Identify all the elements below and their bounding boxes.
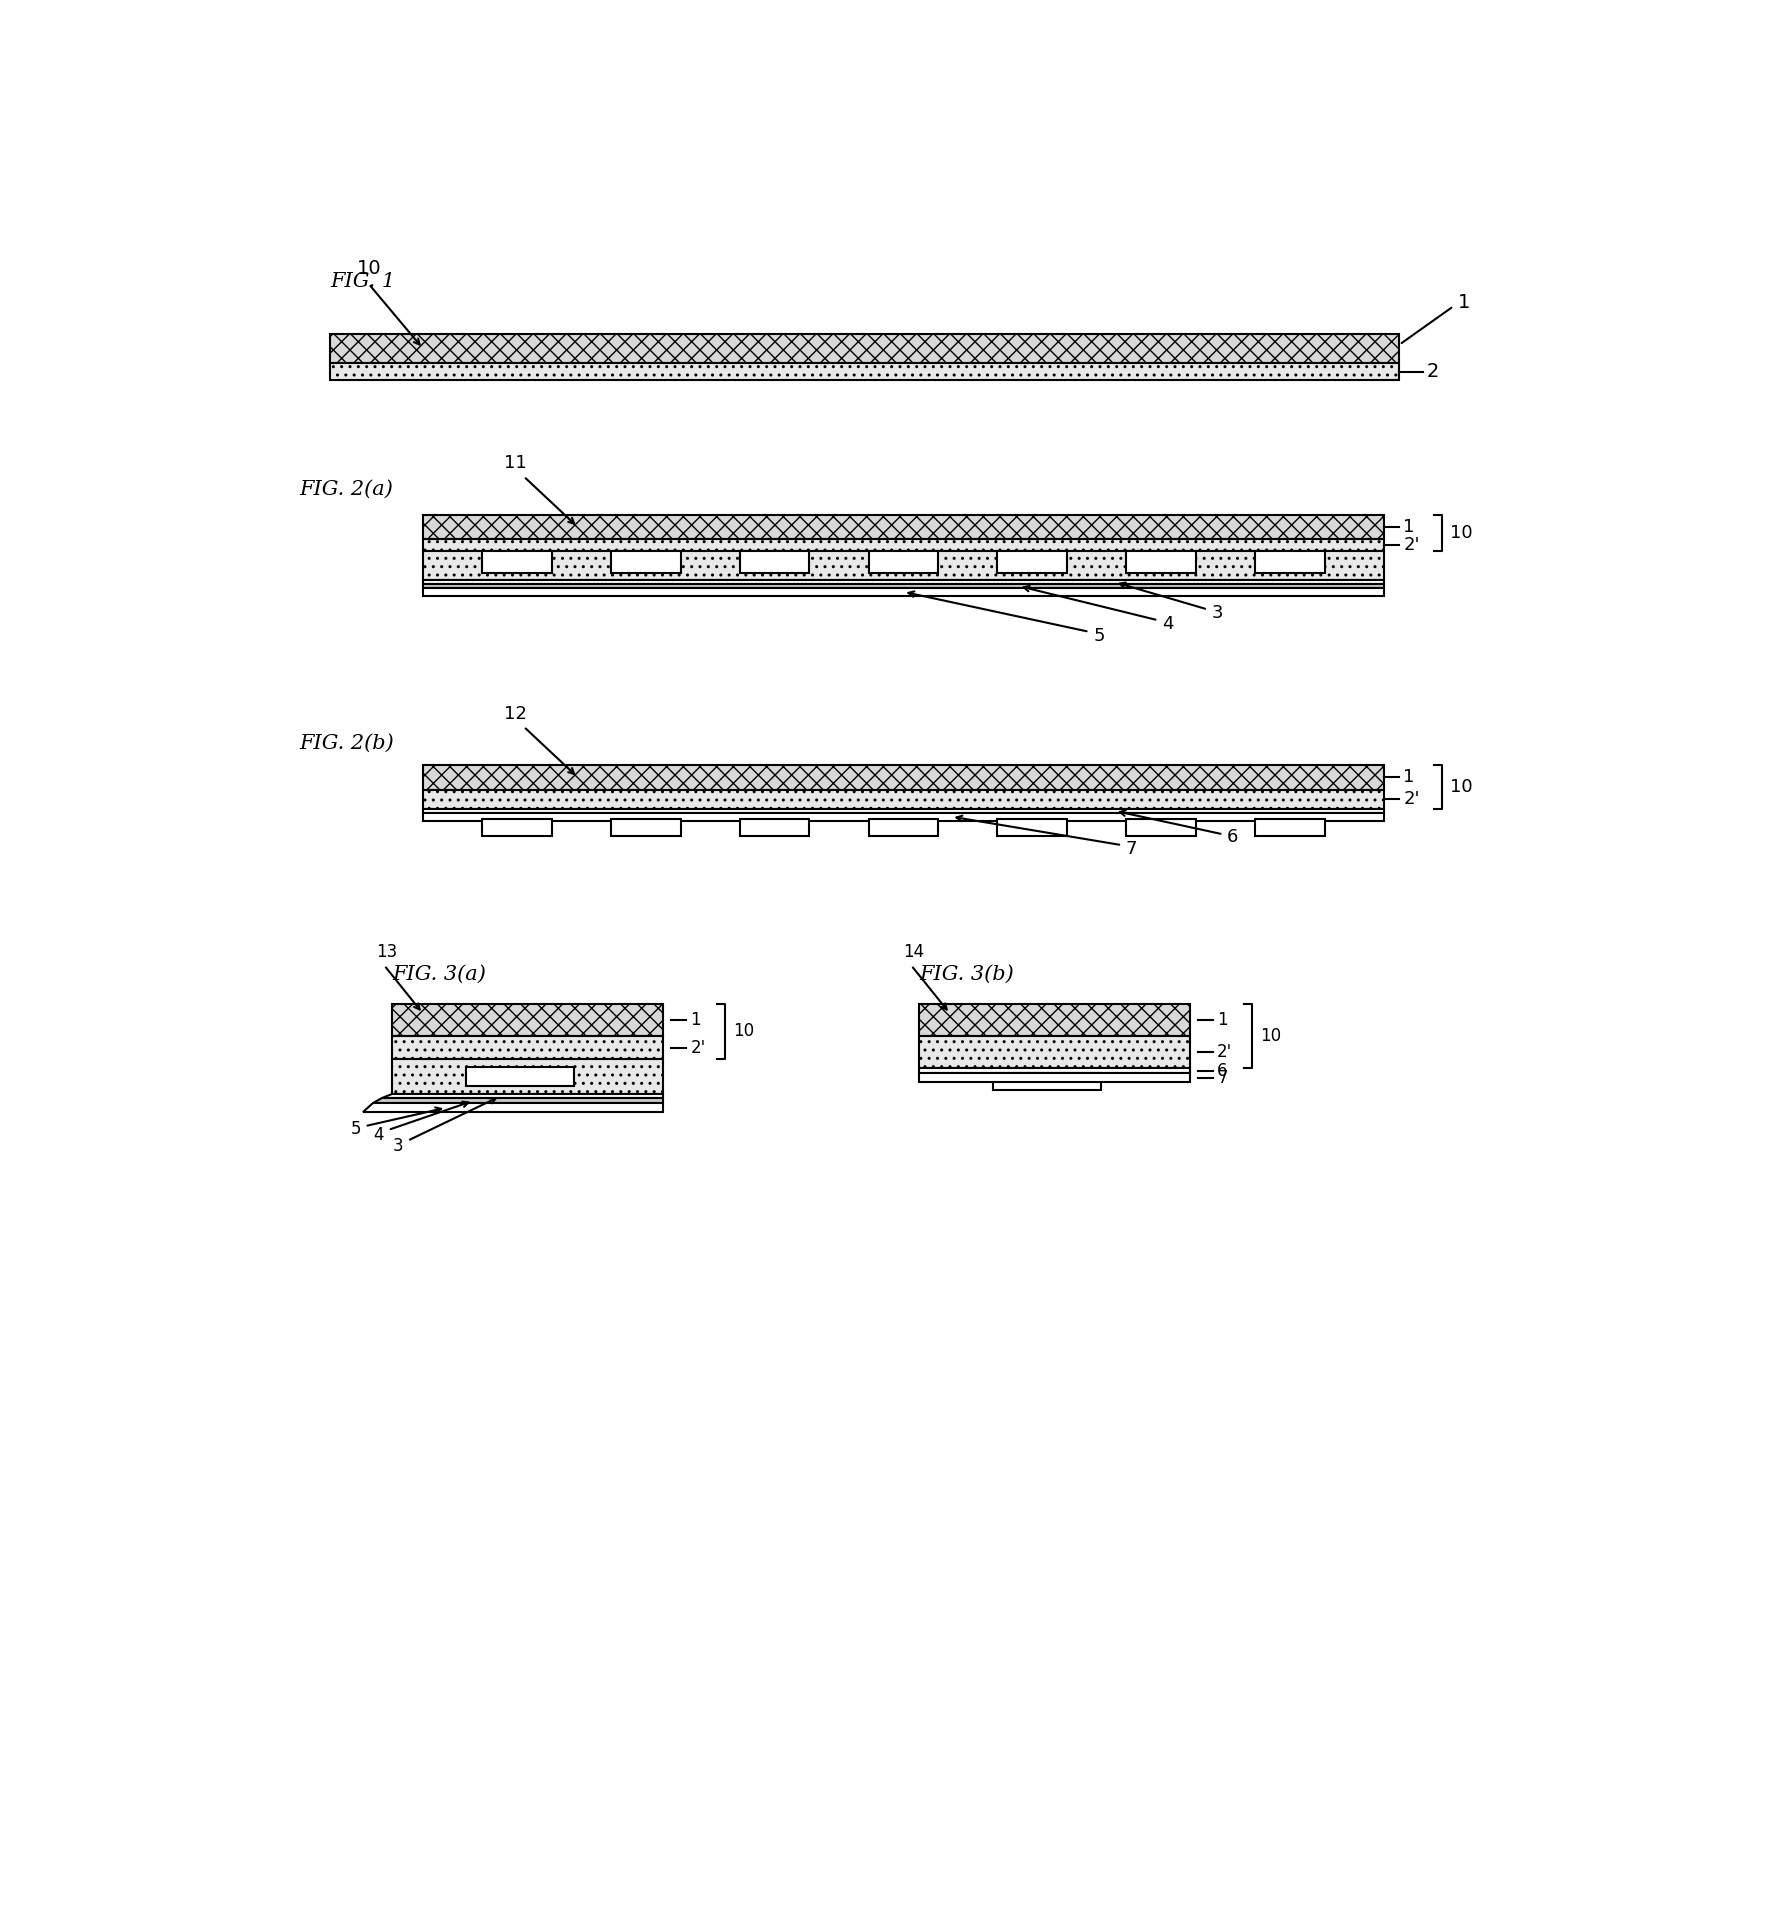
Bar [1126,552,1195,573]
Text: 1: 1 [691,1012,701,1029]
Text: 6: 6 [1227,828,1238,847]
Text: 14: 14 [903,943,924,962]
Text: 6: 6 [1217,1061,1227,1081]
Text: 2': 2' [691,1038,705,1056]
Bar [1256,552,1325,573]
Bar [466,1067,574,1086]
Bar [1256,818,1325,835]
Bar [391,1004,662,1037]
Bar [482,818,553,835]
Text: 10: 10 [1450,523,1472,542]
Bar [919,1069,1190,1073]
Text: 2': 2' [1217,1044,1233,1061]
Bar [391,1060,662,1094]
Bar [423,581,1383,584]
Bar [329,364,1399,379]
Text: FIG. 1: FIG. 1 [329,272,395,291]
Bar [423,789,1383,809]
Text: 2': 2' [1403,536,1420,554]
Bar [1126,818,1195,835]
Bar [919,1037,1190,1069]
Bar [391,1037,662,1060]
Bar [992,1073,1102,1090]
Bar [919,1073,1190,1083]
Text: FIG. 3(a): FIG. 3(a) [391,966,485,985]
Bar [423,540,1383,552]
Bar [423,584,1383,588]
Text: 1: 1 [1403,768,1415,786]
Text: 1: 1 [1217,1012,1227,1029]
Bar [423,809,1383,812]
Text: FIG. 3(b): FIG. 3(b) [919,966,1013,985]
Text: 7: 7 [1217,1069,1227,1086]
Bar [423,812,1383,820]
Bar [740,552,809,573]
Text: 10: 10 [1450,778,1472,795]
Text: 4: 4 [374,1127,384,1144]
Text: 10: 10 [733,1023,754,1040]
Bar [919,1004,1190,1037]
Text: FIG. 2(a): FIG. 2(a) [299,481,393,500]
Text: 1: 1 [1403,517,1415,536]
Text: 13: 13 [377,943,398,962]
Bar [611,552,680,573]
Text: 5: 5 [1093,627,1105,644]
Bar [868,552,939,573]
Bar [423,552,1383,581]
Text: 11: 11 [505,454,528,473]
Text: 2: 2 [1426,362,1438,381]
Polygon shape [383,1094,662,1098]
Bar [482,552,553,573]
Text: 5: 5 [351,1121,361,1138]
Bar [423,764,1383,789]
Bar [997,818,1068,835]
Polygon shape [372,1098,662,1104]
Text: FIG. 2(b): FIG. 2(b) [299,734,393,753]
Text: 10: 10 [358,259,381,278]
Text: 10: 10 [1259,1027,1280,1044]
Bar [997,552,1068,573]
Bar [611,818,680,835]
Text: 7: 7 [1126,839,1137,858]
Text: 3: 3 [1211,604,1224,623]
Bar [329,333,1399,364]
Polygon shape [363,1104,662,1113]
Text: 2': 2' [1403,789,1420,809]
Bar [740,818,809,835]
Text: 1: 1 [1458,293,1470,312]
Text: 12: 12 [505,705,528,722]
Bar [868,818,939,835]
Bar [423,515,1383,540]
Text: 4: 4 [1162,615,1174,632]
Text: 3: 3 [393,1138,404,1155]
Bar [423,588,1383,596]
